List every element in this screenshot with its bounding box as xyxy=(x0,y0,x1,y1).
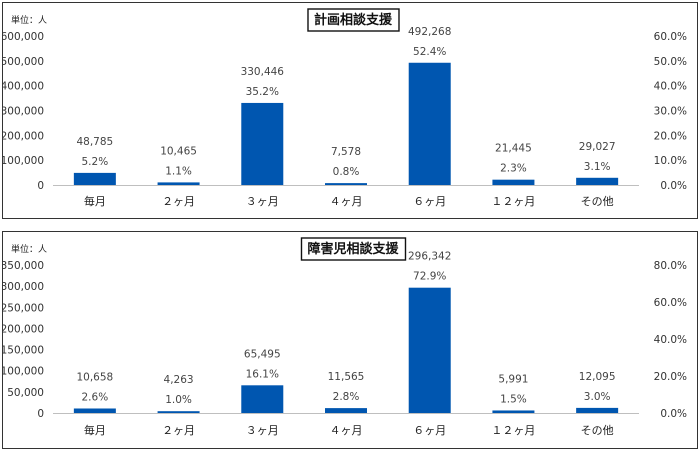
value-label: 29,027 xyxy=(579,141,616,153)
bar xyxy=(73,172,116,185)
chart-title-box xyxy=(307,8,400,32)
value-label: 21,445 xyxy=(495,143,532,155)
bar xyxy=(408,287,451,413)
y2-axis-tick-label: 10.0% xyxy=(654,155,687,167)
y-axis-tick-label: 100,000 xyxy=(3,366,44,378)
y-axis-tick-label: 200,000 xyxy=(3,323,44,335)
category-label: 毎月 xyxy=(84,195,106,208)
bar xyxy=(325,408,367,413)
bar xyxy=(73,408,116,413)
value-label: 12,095 xyxy=(579,371,616,383)
y-axis-tick-label: 150,000 xyxy=(3,345,44,357)
y-axis-tick-label: 0 xyxy=(37,408,44,420)
chart-panel-plan-consultation: 計画相談支援 単位：人 0 100,000 200,000 300,000 400,000 5… xyxy=(2,2,698,219)
y-axis-tick-label: 250,000 xyxy=(3,302,44,314)
category-label: その他 xyxy=(581,195,614,208)
y2-axis-tick-label: 0.0% xyxy=(660,180,687,192)
y2-axis-tick-label: 40.0% xyxy=(654,334,687,346)
y2-axis-tick-label: 20.0% xyxy=(654,130,687,142)
chart-title-box xyxy=(300,237,407,261)
y-axis-tick-label: 400,000 xyxy=(3,81,44,93)
bar xyxy=(157,182,200,185)
category-label: ６ヶ月 xyxy=(413,424,446,437)
y2-axis-tick-label: 20.0% xyxy=(654,371,687,383)
percent-label: 1.5% xyxy=(500,393,527,405)
category-label: ２ヶ月 xyxy=(162,424,195,437)
y2-axis-tick-label: 40.0% xyxy=(654,81,687,93)
value-label: 7,578 xyxy=(331,146,361,158)
percent-label: 2.3% xyxy=(500,163,527,175)
value-label: 296,342 xyxy=(408,251,451,263)
category-label: ６ヶ月 xyxy=(413,195,446,208)
y-axis-tick-label: 200,000 xyxy=(3,130,44,142)
bar xyxy=(492,410,535,413)
unit-label: 単位：人 xyxy=(11,14,47,26)
category-label: ３ヶ月 xyxy=(246,424,279,437)
y-axis-tick-label: 600,000 xyxy=(3,31,44,43)
bar xyxy=(408,62,451,185)
value-label: 10,465 xyxy=(160,145,197,157)
y-axis-tick-label: 500,000 xyxy=(3,56,44,68)
bar xyxy=(576,177,619,185)
bar xyxy=(241,102,284,185)
category-label: その他 xyxy=(581,424,614,437)
y2-axis-tick-label: 60.0% xyxy=(654,297,687,309)
percent-label: 72.9% xyxy=(413,271,446,283)
y-axis-tick-label: 0 xyxy=(37,180,44,192)
bar xyxy=(325,183,367,185)
chart-title: 障害児相談支援 xyxy=(307,241,399,257)
value-label: 330,446 xyxy=(241,66,285,78)
bar xyxy=(241,385,284,413)
category-label: １２ヶ月 xyxy=(491,424,535,437)
category-label: 毎月 xyxy=(84,424,106,437)
category-label: ３ヶ月 xyxy=(246,195,279,208)
chart-panel-child-consultation: 障害児相談支援 単位：人 0 50,000 100,000 150,000 200,000 2… xyxy=(2,231,698,449)
unit-label: 単位：人 xyxy=(11,243,47,255)
percent-label: 16.1% xyxy=(246,368,279,380)
y-axis-tick-label: 300,000 xyxy=(3,106,44,118)
bar xyxy=(492,179,535,185)
y2-axis-tick-label: 0.0% xyxy=(660,408,687,420)
percent-label: 1.0% xyxy=(165,394,192,406)
y2-axis-tick-label: 60.0% xyxy=(654,31,687,43)
category-label: １２ヶ月 xyxy=(491,195,535,208)
value-label: 492,268 xyxy=(408,26,451,38)
value-label: 4,263 xyxy=(164,374,194,386)
chart-title: 計画相談支援 xyxy=(314,12,393,28)
y2-axis-tick-label: 50.0% xyxy=(654,56,687,68)
value-label: 65,495 xyxy=(244,348,281,360)
bar xyxy=(157,411,200,413)
y2-axis-tick-label: 30.0% xyxy=(654,106,687,118)
percent-label: 2.8% xyxy=(333,391,360,403)
y2-axis-tick-label: 80.0% xyxy=(654,260,687,272)
y-axis-tick-label: 50,000 xyxy=(7,387,44,399)
bar xyxy=(576,407,619,413)
value-label: 10,658 xyxy=(76,371,113,383)
bar-chart-plan-consultation: 計画相談支援 単位：人 0 100,000 200,000 300,000 400,000 5… xyxy=(3,8,687,208)
category-label: ４ヶ月 xyxy=(330,195,363,208)
percent-label: 5.2% xyxy=(82,156,109,168)
percent-label: 0.8% xyxy=(333,166,360,178)
percent-label: 35.2% xyxy=(246,86,279,98)
percent-label: 3.1% xyxy=(584,161,611,173)
value-label: 11,565 xyxy=(328,371,365,383)
y-axis-tick-label: 300,000 xyxy=(3,281,44,293)
percent-label: 3.0% xyxy=(584,391,611,403)
value-label: 48,785 xyxy=(76,136,113,148)
percent-label: 52.4% xyxy=(413,46,446,58)
category-label: ２ヶ月 xyxy=(162,195,195,208)
category-label: ４ヶ月 xyxy=(330,424,363,437)
value-label: 5,991 xyxy=(498,373,528,385)
y-axis-tick-label: 100,000 xyxy=(3,155,44,167)
y-axis-tick-label: 350,000 xyxy=(3,260,44,272)
bar-chart-child-consultation: 障害児相談支援 単位：人 0 50,000 100,000 150,000 200,000 2… xyxy=(3,237,687,437)
percent-label: 2.6% xyxy=(82,391,109,403)
percent-label: 1.1% xyxy=(165,165,192,177)
